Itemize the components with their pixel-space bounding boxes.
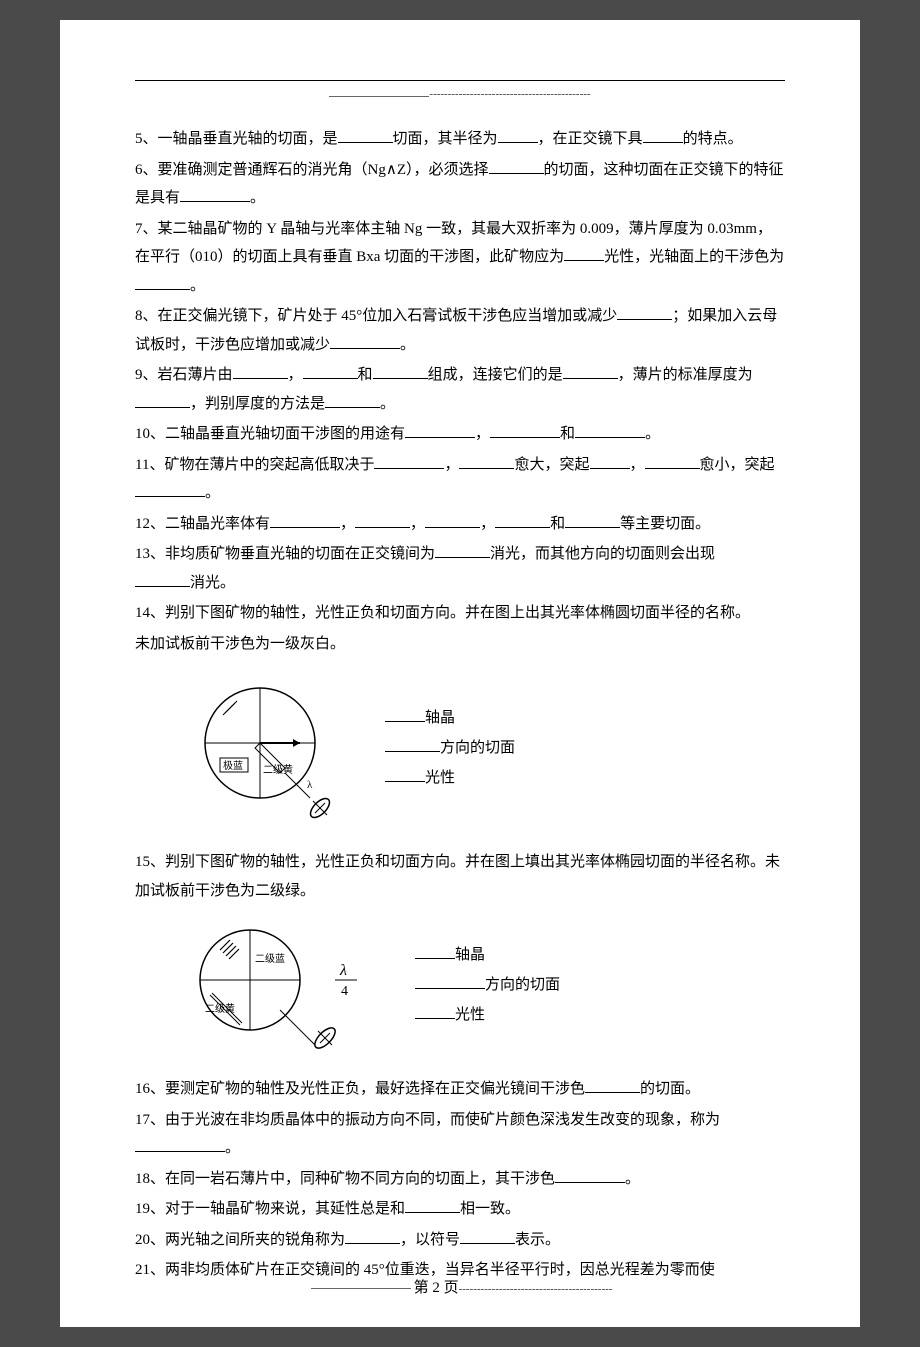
fig2-lambda: λ bbox=[339, 962, 347, 979]
content-area: 5、一轴晶垂直光轴的切面，是切面，其半径为，在正交镜下具的特点。 6、要准确测定… bbox=[135, 125, 785, 1285]
question-15: 15、判别下图矿物的轴性，光性正负和切面方向。并在图上填出其光率体椭园切面的半径… bbox=[135, 848, 785, 905]
document-page: ----------------------------------------… bbox=[60, 20, 860, 1327]
figure-2-svg: 二级蓝 二级黄 λ 4 bbox=[185, 920, 385, 1050]
question-5: 5、一轴晶垂直光轴的切面，是切面，其半径为，在正交镜下具的特点。 bbox=[135, 125, 785, 154]
svg-text:λ: λ bbox=[307, 779, 313, 791]
figure-1-svg: 极蓝 二级黄 λ bbox=[185, 673, 355, 823]
question-17: 17、由于光波在非均质晶体中的振动方向不同，而使矿片颜色深浅发生改变的现象，称为… bbox=[135, 1106, 785, 1163]
page-number: 第 2 页 bbox=[414, 1280, 459, 1296]
question-9: 9、岩石薄片由，和组成，连接它们的是，薄片的标准厚度为，判别厚度的方法是。 bbox=[135, 361, 785, 418]
page-footer: 第 2 页-----------------------------------… bbox=[60, 1276, 860, 1297]
question-20: 20、两光轴之间所夹的锐角称为，以符号表示。 bbox=[135, 1226, 785, 1255]
question-6: 6、要准确测定普通辉石的消光角（Ng∧Z），必须选择的切面，这种切面在正交镜下的… bbox=[135, 156, 785, 213]
question-16: 16、要测定矿物的轴性及光性正负，最好选择在正交偏光镜间干涉色的切面。 bbox=[135, 1075, 785, 1104]
figure-2-labels: 轴晶 方向的切面 光性 bbox=[415, 940, 560, 1030]
question-18: 18、在同一岩石薄片中，同种矿物不同方向的切面上，其干涉色。 bbox=[135, 1165, 785, 1194]
figure-1-labels: 轴晶 方向的切面 光性 bbox=[385, 703, 515, 793]
question-12: 12、二轴晶光率体有，，，和等主要切面。 bbox=[135, 510, 785, 539]
question-19: 19、对于一轴晶矿物来说，其延性总是和相一致。 bbox=[135, 1195, 785, 1224]
question-14: 14、判别下图矿物的轴性，光性正负和切面方向。并在图上出其光率体椭圆切面半径的名… bbox=[135, 599, 785, 628]
fig2-label-1: 二级蓝 bbox=[255, 953, 285, 965]
question-14-subtext: 未加试板前干涉色为一级灰白。 bbox=[135, 630, 785, 659]
figure-2: 二级蓝 二级黄 λ 4 轴晶 方向的切面 光性 bbox=[185, 920, 785, 1050]
fig1-label-1: 极蓝 bbox=[223, 759, 243, 772]
header-rule bbox=[135, 80, 785, 81]
fig1-label-2: 二级黄 bbox=[263, 763, 293, 776]
fig2-four: 4 bbox=[341, 984, 348, 999]
fig2-label-2: 二级黄 bbox=[205, 1002, 235, 1015]
question-10: 10、二轴晶垂直光轴切面干涉图的用途有，和。 bbox=[135, 420, 785, 449]
question-8: 8、在正交偏光镜下，矿片处于 45°位加入石膏试板干涉色应当增加或减少；如果加入… bbox=[135, 302, 785, 359]
question-13: 13、非均质矿物垂直光轴的切面在正交镜间为消光，而其他方向的切面则会出现消光。 bbox=[135, 540, 785, 597]
figure-1: 极蓝 二级黄 λ 轴晶 方向的切面 光性 bbox=[185, 673, 785, 823]
question-7: 7、某二轴晶矿物的 Y 晶轴与光率体主轴 Ng 一致，其最大双折率为 0.009… bbox=[135, 215, 785, 301]
header-dashes: ----------------------------------------… bbox=[135, 86, 785, 100]
question-11: 11、矿物在薄片中的突起高低取决于，愈大，突起，愈小，突起。 bbox=[135, 451, 785, 508]
